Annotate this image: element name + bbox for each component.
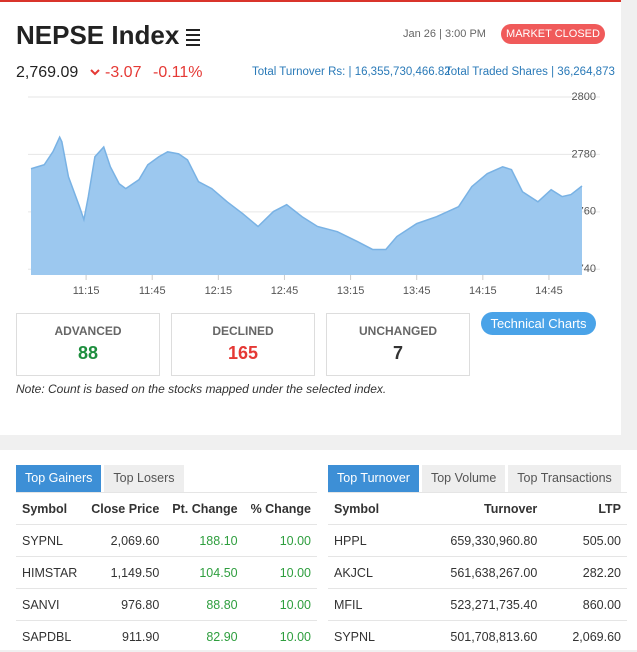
cell: 2,069.60 [543,621,627,652]
tab[interactable]: Top Turnover [328,465,419,492]
cell: 188.10 [165,525,243,557]
col-header: Turnover [407,493,543,525]
cell: 976.80 [84,589,165,621]
cell: SANVI [16,589,84,621]
cell: 82.90 [165,621,243,652]
cell: 10.00 [244,621,317,652]
breadth-box: ADVANCED 88 [16,313,160,376]
cell: 523,271,735.40 [407,589,543,621]
cell: 1,149.50 [84,557,165,589]
breadth-value: 88 [17,343,159,364]
col-header: LTP [543,493,627,525]
tab[interactable]: Top Gainers [16,465,101,492]
cell: 659,330,960.80 [407,525,543,557]
tab[interactable]: Top Volume [422,465,505,492]
col-header: Close Price [84,493,165,525]
col-header: % Change [244,493,317,525]
x-tick-label: 14:15 [469,285,497,297]
tab[interactable]: Top Losers [104,465,183,492]
cell: HIMSTAR [16,557,84,589]
index-card: NEPSE Index Jan 26 | 3:00 PM MARKET CLOS… [0,0,621,435]
cell: 104.50 [165,557,243,589]
cell: 501,708,813.60 [407,621,543,652]
technical-charts-button[interactable]: Technical Charts [481,312,596,335]
cell: 860.00 [543,589,627,621]
area [31,137,582,275]
breadth-label: DECLINED [172,324,314,338]
x-tick-label: 14:45 [535,285,563,297]
x-tick-label: 13:15 [337,285,365,297]
col-header: Symbol [16,493,84,525]
x-tick-label: 13:45 [403,285,431,297]
breadth-value: 165 [172,343,314,364]
cell: AKJCL [328,557,407,589]
cell: 10.00 [244,589,317,621]
cell: 505.00 [543,525,627,557]
y-tick-label: 2780 [572,148,596,160]
col-header: Symbol [328,493,407,525]
x-tick-label: 11:15 [73,285,100,297]
cell: 2,069.60 [84,525,165,557]
x-tick-label: 12:45 [271,285,299,297]
cell: 10.00 [244,557,317,589]
x-tick-label: 11:45 [139,285,166,297]
cell: SYPNL [328,621,407,652]
cell: SAPDBL [16,621,84,652]
tab[interactable]: Top Transactions [508,465,621,492]
cell: SYPNL [16,525,84,557]
breadth-value: 7 [327,343,469,364]
breadth-label: ADVANCED [17,324,159,338]
cell: MFIL [328,589,407,621]
col-header: Pt. Change [165,493,243,525]
cell: 88.80 [165,589,243,621]
cell: HPPL [328,525,407,557]
breadth-box: DECLINED 165 [171,313,315,376]
breadth-label: UNCHANGED [327,324,469,338]
cell: 911.90 [84,621,165,652]
note: Note: Count is based on the stocks mappe… [16,382,386,396]
breadth-box: UNCHANGED 7 [326,313,470,376]
cell: 10.00 [244,525,317,557]
cell: 561,638,267.00 [407,557,543,589]
x-tick-label: 12:15 [205,285,233,297]
cell: 282.20 [543,557,627,589]
y-tick-label: 2800 [572,91,596,103]
